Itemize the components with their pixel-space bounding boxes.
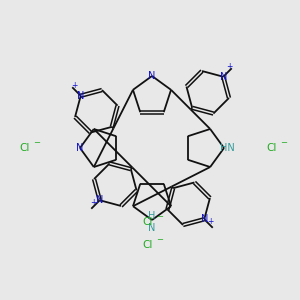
Text: N: N: [201, 214, 208, 224]
Text: Cl: Cl: [143, 217, 153, 227]
Text: H
N: H N: [148, 211, 156, 233]
Text: +: +: [71, 81, 78, 90]
Text: Cl: Cl: [20, 143, 30, 153]
Text: −: −: [157, 212, 164, 221]
Text: N: N: [96, 195, 103, 205]
Text: +: +: [207, 217, 214, 226]
Text: Cl: Cl: [267, 143, 277, 153]
Text: −: −: [280, 139, 287, 148]
Text: +: +: [226, 62, 233, 71]
Text: N: N: [77, 91, 84, 101]
Text: HN: HN: [220, 143, 234, 153]
Text: −: −: [157, 236, 164, 244]
Text: Cl: Cl: [143, 240, 153, 250]
Text: −: −: [34, 139, 40, 148]
Text: N: N: [76, 143, 84, 153]
Text: N: N: [148, 71, 156, 81]
Text: N: N: [220, 72, 227, 82]
Text: +: +: [90, 198, 97, 207]
